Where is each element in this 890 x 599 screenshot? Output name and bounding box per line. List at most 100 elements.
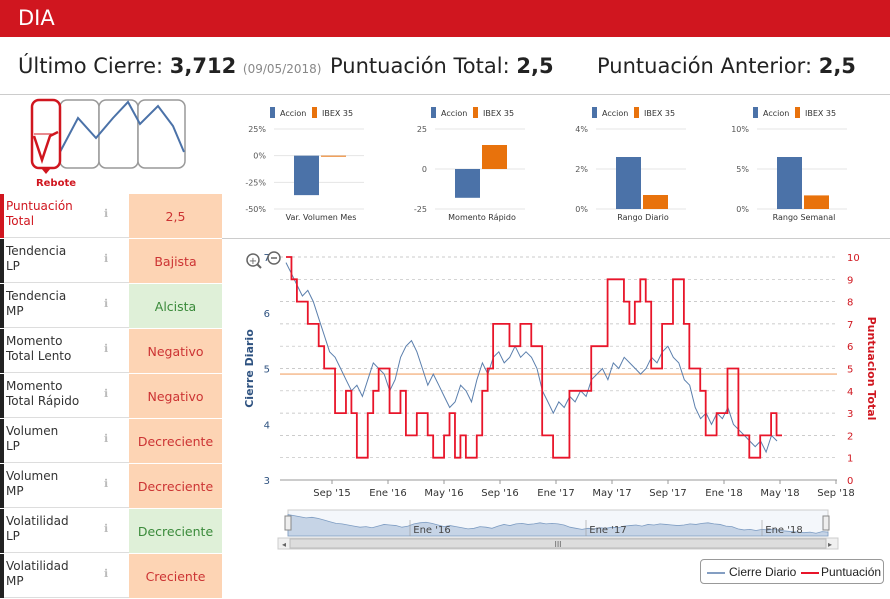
mini-chart-4: Accion IBEX 35 10% 5% 0% Rango Semanal	[731, 107, 847, 222]
info-icon[interactable]: ℹ	[104, 433, 109, 445]
sidebar-row-label: Puntuación Total	[0, 194, 128, 238]
y-tick-label: 0%	[575, 205, 588, 214]
info-icon[interactable]: ℹ	[104, 568, 109, 580]
sidebar-row-value: Negativo	[129, 329, 222, 373]
last-close-label: Último Cierre:	[18, 54, 164, 78]
sidebar-row[interactable]: Tendencia MP ℹ Alcista	[0, 284, 222, 328]
sidebar-label-line2: MP	[6, 304, 24, 318]
navigator-tick-label: Ene '17	[589, 525, 626, 536]
navigator-tick-label: Ene '16	[413, 525, 450, 536]
sidebar-label-line1: Volatilidad	[6, 514, 69, 528]
y-tick-label: 5%	[736, 165, 749, 174]
y2-tick-label: 2	[847, 431, 853, 442]
info-icon[interactable]: ℹ	[104, 478, 109, 490]
legend-close[interactable]: Cierre Diario	[729, 565, 797, 579]
zoom-out-icon[interactable]	[267, 251, 281, 265]
sidebar-row-value: 2,5	[129, 194, 222, 238]
navigator-handle-left[interactable]	[284, 515, 292, 531]
mini-chart-title: Rango Semanal	[773, 213, 836, 222]
x-tick-label: Ene '18	[705, 488, 742, 499]
info-icon[interactable]: ℹ	[104, 208, 109, 220]
y-tick-label: 5	[264, 365, 270, 376]
pattern-strip: Rebote	[30, 98, 186, 189]
mini-chart-3: Accion IBEX 35 4% 2% 0% Rango Diario	[575, 107, 686, 222]
info-icon[interactable]: ℹ	[104, 253, 109, 265]
bar-accion	[777, 157, 802, 209]
sidebar-label-line2: Total	[6, 214, 35, 228]
navigator-scrollbar[interactable]: III ◂ ▸	[277, 537, 839, 550]
legend-swatch-accion	[270, 107, 275, 118]
legend-accion: Accion	[602, 109, 628, 118]
y-tick-label: 3	[264, 476, 270, 487]
legend-ibex: IBEX 35	[644, 109, 675, 118]
sidebar-row[interactable]: Momento Total Rápido ℹ Negativo	[0, 374, 222, 418]
previous-score-label: Puntuación Anterior:	[597, 54, 813, 78]
sidebar-row-label: Volatilidad LP	[0, 509, 128, 553]
divider-top	[0, 94, 890, 95]
info-icon[interactable]: ℹ	[104, 298, 109, 310]
y-tick-label: 10%	[731, 125, 749, 134]
pattern-thumb-4[interactable]	[137, 99, 186, 169]
pattern-label: Rebote	[36, 178, 76, 189]
x-tick-label: Sep '17	[649, 488, 687, 499]
zoom-in-icon[interactable]: +	[246, 253, 262, 269]
last-close-value: 3,712	[169, 54, 237, 78]
y2-tick-label: 1	[847, 454, 853, 465]
legend-accion: Accion	[280, 109, 306, 118]
legend-swatch-accion	[753, 107, 758, 118]
sidebar-row[interactable]: Volatilidad LP ℹ Decreciente	[0, 509, 222, 553]
summary-bar: Último Cierre: 3,712 (09/05/2018) Puntua…	[0, 50, 890, 86]
sidebar-row[interactable]: Volatilidad MP ℹ Creciente	[0, 554, 222, 598]
y-tick-label: 4	[264, 420, 270, 431]
score-series-line	[286, 256, 782, 459]
sidebar-row[interactable]: Momento Total Lento ℹ Negativo	[0, 329, 222, 373]
sidebar-label-line2: Total Rápido	[6, 394, 80, 408]
bar-ibex	[804, 195, 829, 209]
navigator[interactable]: Ene '16 Ene '17 Ene '18	[284, 509, 830, 537]
sidebar-row[interactable]: Volumen LP ℹ Decreciente	[0, 419, 222, 463]
info-icon[interactable]: ℹ	[104, 343, 109, 355]
x-tick-label: May '16	[424, 488, 463, 499]
y2-tick-label: 6	[847, 342, 853, 353]
x-tick-label: May '17	[592, 488, 631, 499]
legend-swatch-accion	[592, 107, 597, 118]
legend-score[interactable]: Puntuación	[821, 565, 882, 579]
y-tick-label: 4%	[575, 125, 588, 134]
bar-accion	[616, 157, 641, 209]
legend-swatch-ibex	[795, 107, 800, 118]
y2-axis-label: Puntuacion Total	[865, 317, 878, 421]
sidebar-row[interactable]: Volumen MP ℹ Decreciente	[0, 464, 222, 508]
sidebar-row-value: Decreciente	[129, 464, 222, 508]
legend-ibex: IBEX 35	[322, 109, 353, 118]
navigator-tick-label: Ene '18	[765, 525, 802, 536]
sidebar-label-line2: Total Lento	[6, 349, 72, 363]
total-score-label: Puntuación Total:	[330, 54, 510, 78]
mini-chart-2: Accion IBEX 35 25 0 -25 Momento Rápido	[414, 107, 525, 222]
sidebar-label-line1: Momento	[6, 334, 63, 348]
y-tick-label: 25	[417, 125, 427, 134]
sidebar-label-line1: Tendencia	[6, 289, 67, 303]
sidebar-row-value: Alcista	[129, 284, 222, 328]
info-icon[interactable]: ℹ	[104, 523, 109, 535]
y2-tick-label: 3	[847, 409, 853, 420]
x-tick-label: Ene '16	[369, 488, 406, 499]
sidebar-row[interactable]: Tendencia LP ℹ Bajista	[0, 239, 222, 283]
y-tick-label: -50%	[245, 205, 266, 214]
sidebar-row[interactable]: Puntuación Total ℹ 2,5	[0, 194, 222, 238]
total-score: Puntuación Total: 2,5	[330, 54, 554, 78]
scroll-right-icon[interactable]: ▸	[828, 540, 832, 549]
sidebar-row-label: Momento Total Rápido	[0, 374, 128, 418]
sidebar-label-line2: LP	[6, 259, 20, 273]
sidebar-row-label: Tendencia LP	[0, 239, 128, 283]
mini-charts: Accion IBEX 35 25% 0% -25% -50% Var. Volumen M…	[245, 107, 847, 222]
y2-tick-label: 10	[847, 253, 860, 264]
navigator-handle-right[interactable]	[822, 515, 830, 531]
scroll-left-icon[interactable]: ◂	[282, 540, 286, 549]
info-icon[interactable]: ℹ	[104, 388, 109, 400]
divider-mid	[222, 238, 890, 239]
legend-accion: Accion	[763, 109, 789, 118]
sidebar-label-line1: Volumen	[6, 424, 59, 438]
x-tick-label: May '18	[760, 488, 799, 499]
bar-accion	[455, 169, 480, 198]
sidebar-row-label: Volumen LP	[0, 419, 128, 463]
